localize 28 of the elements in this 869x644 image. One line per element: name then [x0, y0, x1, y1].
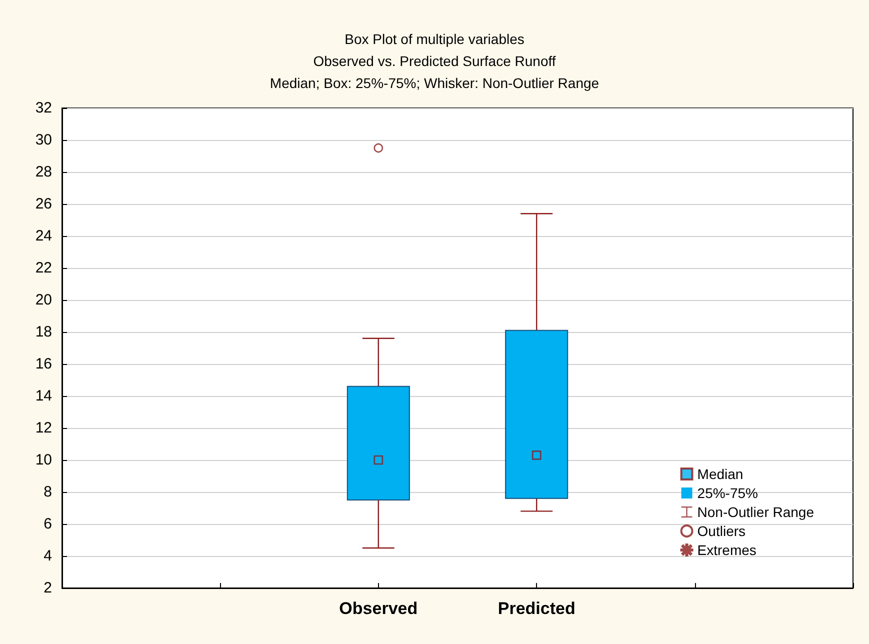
- x-tick-label: Predicted: [498, 599, 576, 618]
- chart-title: Box Plot of multiple variables: [344, 31, 524, 47]
- y-tick-label: 30: [35, 132, 52, 148]
- y-tick-label: 22: [35, 260, 52, 276]
- y-tick-label: 16: [35, 356, 52, 372]
- y-tick-label: 8: [44, 484, 52, 500]
- legend-label: Non-Outlier Range: [697, 504, 814, 520]
- y-tick-label: 26: [35, 196, 52, 212]
- legend-label: Median: [697, 466, 744, 482]
- y-tick-label: 4: [44, 548, 52, 564]
- y-tick-label: 2: [44, 580, 52, 596]
- y-tick-label: 20: [35, 292, 52, 308]
- chart-subtitle: Observed vs. Predicted Surface Runoff Median; Box: 25%-75%; Whisker: Non-Outlier Range: [270, 53, 600, 91]
- y-tick-label: 24: [35, 228, 52, 244]
- point: [374, 143, 384, 153]
- y-tick-label: 6: [44, 516, 52, 532]
- x-tick-label: Observed: [339, 599, 418, 618]
- y-tick-label: 18: [35, 324, 52, 340]
- y-tick-label: 12: [35, 420, 52, 436]
- legend-label: 25%-75%: [697, 485, 758, 501]
- legend-label: Outliers: [697, 523, 746, 539]
- legend-label: Extremes: [697, 542, 756, 558]
- y-tick-label: 32: [35, 100, 52, 116]
- y-tick-label: 28: [35, 164, 52, 180]
- y-tick-label: 10: [35, 452, 52, 468]
- point: [374, 455, 384, 465]
- point: [532, 450, 542, 460]
- y-tick-label: 14: [35, 388, 52, 404]
